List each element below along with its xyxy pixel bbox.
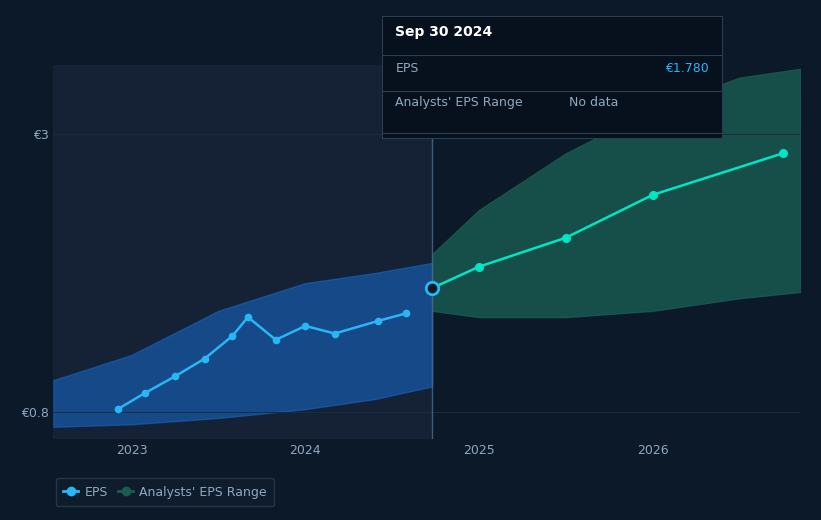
Text: Analysts' EPS Range: Analysts' EPS Range xyxy=(396,96,523,109)
Bar xyxy=(53,65,432,439)
Text: No data: No data xyxy=(569,96,618,109)
Text: Sep 30 2024: Sep 30 2024 xyxy=(396,25,493,40)
Text: €1.780: €1.780 xyxy=(665,62,709,75)
Text: EPS: EPS xyxy=(396,62,419,75)
Text: Analysts Forecasts: Analysts Forecasts xyxy=(436,79,552,92)
Legend: EPS, Analysts' EPS Range: EPS, Analysts' EPS Range xyxy=(56,478,274,506)
Text: Actual: Actual xyxy=(389,79,429,92)
